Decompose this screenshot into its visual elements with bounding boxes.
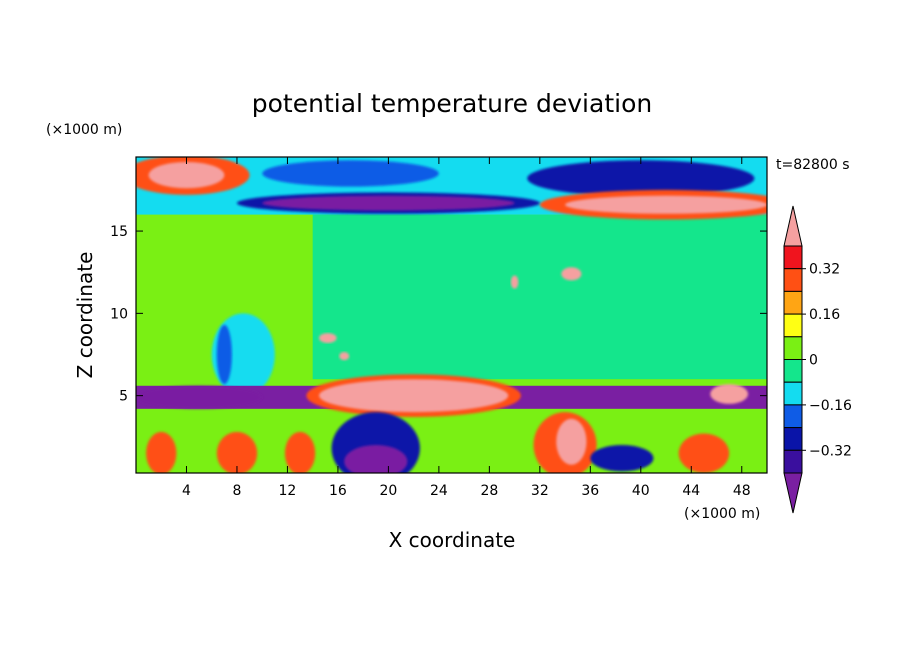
chart-title: potential temperature deviation bbox=[252, 89, 652, 118]
time-label: t=82800 s bbox=[776, 157, 850, 173]
field-region-16 bbox=[318, 379, 509, 413]
field-region-26 bbox=[678, 433, 730, 473]
field-region-3 bbox=[262, 160, 439, 187]
colorbar-box bbox=[783, 427, 803, 451]
colorbar-tick-label: 0.32 bbox=[809, 262, 840, 278]
colorbar-box bbox=[783, 336, 803, 360]
field-region-10 bbox=[565, 195, 767, 214]
colorbar-tick-label: 0 bbox=[809, 353, 818, 369]
field-region-29 bbox=[510, 275, 519, 289]
x-tick-label: 24 bbox=[430, 483, 448, 499]
colorbar-tick-label: −0.16 bbox=[809, 398, 852, 414]
field-region-27 bbox=[318, 333, 337, 343]
field-region-19 bbox=[344, 445, 408, 473]
colorbar-box bbox=[783, 268, 803, 292]
x-tick-label: 12 bbox=[279, 483, 297, 499]
x-tick-label: 20 bbox=[379, 483, 397, 499]
colorbar-box bbox=[783, 381, 803, 406]
colorbar-max-triangle bbox=[783, 205, 803, 247]
colorbar-box bbox=[783, 449, 803, 474]
field-region-8 bbox=[148, 161, 225, 189]
colorbar-min-triangle bbox=[783, 472, 803, 514]
plot-frame bbox=[135, 156, 768, 474]
y-axis: 5 10 15 bbox=[110, 224, 767, 405]
x-tick-label: 40 bbox=[632, 483, 650, 499]
field-region-12 bbox=[216, 324, 232, 385]
field-region-1 bbox=[312, 214, 767, 380]
colorbar-box bbox=[783, 404, 803, 429]
field-region-17 bbox=[710, 384, 749, 404]
colorbar-box bbox=[783, 245, 803, 270]
colorbar-box bbox=[783, 290, 803, 315]
field-region-4 bbox=[527, 160, 755, 197]
x-axis-label: X coordinate bbox=[389, 528, 516, 552]
field-region-24 bbox=[556, 418, 587, 465]
y-tick-label: 10 bbox=[110, 306, 128, 322]
y-tick-label: 15 bbox=[110, 224, 128, 240]
y-axis-label: Z coordinate bbox=[73, 252, 97, 379]
field-region-21 bbox=[216, 431, 258, 473]
x-unit-label: (×1000 m) bbox=[684, 506, 760, 522]
x-axis: 4 8 12 16 20 24 28 32 36 40 44 48 bbox=[182, 157, 751, 499]
x-tick-label: 44 bbox=[682, 483, 700, 499]
contour-field bbox=[136, 157, 767, 473]
field-region-14 bbox=[136, 385, 263, 409]
field-region-25 bbox=[590, 445, 654, 472]
field-region-20 bbox=[146, 431, 177, 473]
colorbar-tick-label: 0.16 bbox=[809, 307, 840, 323]
x-tick-label: 36 bbox=[581, 483, 599, 499]
field-region-28 bbox=[339, 352, 350, 361]
x-tick-label: 28 bbox=[480, 483, 498, 499]
x-tick-label: 32 bbox=[531, 483, 549, 499]
field-region-6 bbox=[262, 195, 515, 211]
x-tick-label: 48 bbox=[733, 483, 751, 499]
field-region-22 bbox=[284, 431, 316, 473]
colorbar-tick-label: −0.32 bbox=[809, 443, 852, 459]
x-tick-label: 16 bbox=[329, 483, 347, 499]
colorbar-box bbox=[783, 359, 803, 383]
x-tick-label: 4 bbox=[182, 483, 191, 499]
y-unit-label: (×1000 m) bbox=[46, 122, 122, 138]
x-tick-label: 8 bbox=[232, 483, 241, 499]
colorbar-box bbox=[783, 313, 803, 338]
field-region-30 bbox=[561, 267, 582, 281]
y-tick-label: 5 bbox=[119, 389, 128, 405]
colorbar: −0.32 −0.16 0 0.16 0.32 bbox=[783, 205, 852, 514]
